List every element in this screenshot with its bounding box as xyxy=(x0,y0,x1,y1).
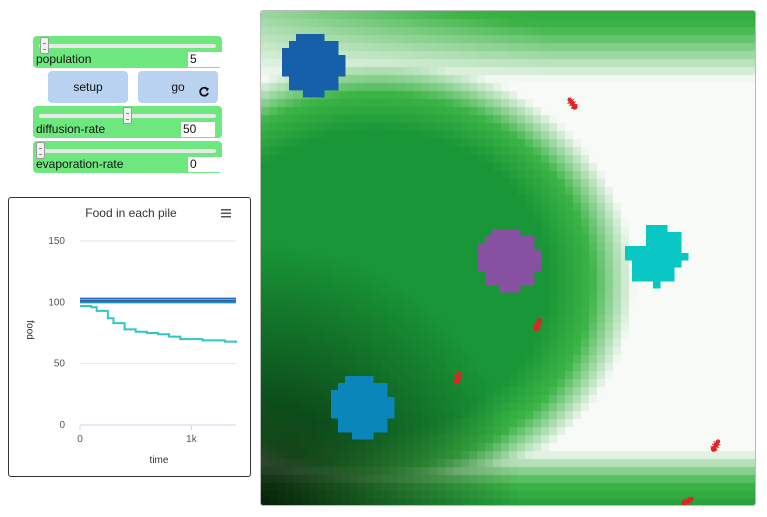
y-tick-label: 100 xyxy=(48,297,65,308)
slider-thumb[interactable] xyxy=(36,142,45,159)
y-tick-label: 150 xyxy=(48,236,65,247)
ant-5 xyxy=(681,496,694,505)
food-plot: Food in each pile food time 0 50 100 150 0 1k xyxy=(24,206,237,466)
food-pile-1 xyxy=(282,34,346,98)
setup-label: setup xyxy=(73,80,103,94)
food-pile-2 xyxy=(478,229,542,293)
slider-track xyxy=(39,149,216,153)
ant-3 xyxy=(452,370,463,385)
food-pile-4 xyxy=(331,376,395,440)
y-tick-label: 0 xyxy=(59,420,65,431)
diffusion-rate-value[interactable]: 50 xyxy=(181,122,215,137)
series-line-4 xyxy=(80,305,237,343)
world-view[interactable] xyxy=(260,10,756,506)
x-axis-label: time xyxy=(150,455,169,466)
go-button[interactable]: go xyxy=(138,71,218,103)
slider-track xyxy=(39,44,216,48)
diffusion-rate-label: diffusion-rate xyxy=(36,122,106,136)
slider-thumb[interactable] xyxy=(123,107,132,124)
population-slider[interactable]: population 5 xyxy=(33,36,222,68)
evaporation-rate-slider[interactable]: evaporation-rate 0 xyxy=(33,141,222,173)
food-plot-panel: Food in each pile food time 0 50 100 150 0 1k xyxy=(8,197,251,477)
ant-4 xyxy=(710,439,721,452)
evaporation-rate-label: evaporation-rate xyxy=(36,157,124,171)
slider-thumb[interactable] xyxy=(40,37,49,54)
world-overlay xyxy=(282,34,721,505)
diffusion-rate-slider[interactable]: diffusion-rate 50 xyxy=(33,106,222,138)
evaporation-rate-value[interactable]: 0 xyxy=(188,157,222,172)
setup-button[interactable]: setup xyxy=(48,71,128,103)
x-tick-label: 1k xyxy=(186,434,198,445)
food-pile-3 xyxy=(625,225,689,289)
y-tick-label: 50 xyxy=(54,359,66,370)
x-tick-label: 0 xyxy=(77,434,83,445)
ant-2 xyxy=(532,318,543,332)
go-label: go xyxy=(171,80,185,94)
ant-1 xyxy=(567,97,578,110)
rotate-icon xyxy=(199,86,209,97)
hamburger-menu-icon[interactable] xyxy=(221,209,231,218)
y-axis-label: food xyxy=(24,320,35,339)
population-label: population xyxy=(36,52,92,66)
plot-title: Food in each pile xyxy=(85,206,177,220)
population-value[interactable]: 5 xyxy=(188,52,222,67)
